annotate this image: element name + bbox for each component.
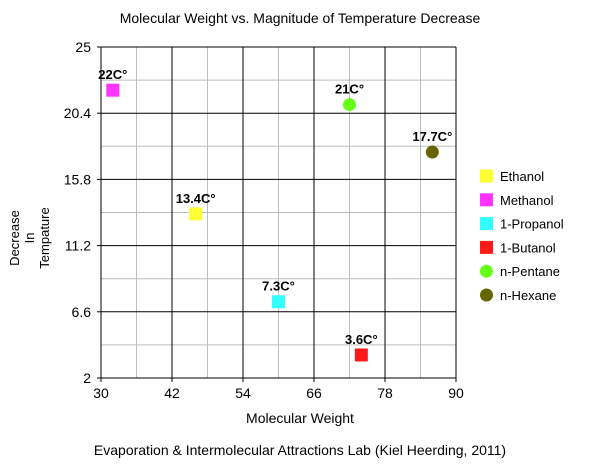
legend-label-1-butanol: 1-Butanol: [500, 240, 556, 255]
legend-swatch-ethanol: [480, 169, 493, 183]
x-tick-label: 30: [93, 385, 109, 401]
y-tick-label: 11.2: [65, 238, 91, 254]
legend-swatch-1-propanol: [480, 217, 493, 231]
grid: [100, 46, 457, 379]
x-tick-label: 78: [377, 385, 393, 401]
y-tick-label: 25: [75, 39, 91, 55]
data-label-n-pentane: 21C°: [335, 82, 364, 97]
legend-swatch-n-hexane: [480, 288, 493, 302]
chart-caption: Evaporation & Intermolecular Attractions…: [94, 442, 506, 458]
y-axis-label-line-2: In: [22, 233, 37, 244]
data-label-methanol: 22C°: [98, 67, 127, 82]
data-point-ethanol: [189, 207, 203, 221]
data-point-1-butanol: [354, 348, 368, 362]
legend-label-1-propanol: 1-Propanol: [500, 217, 564, 232]
legend-label-n-hexane: n-Hexane: [500, 288, 556, 303]
data-point-1-propanol: [272, 295, 285, 309]
data-label-ethanol: 13.4C°: [176, 191, 216, 206]
x-tick-label: 54: [235, 385, 251, 401]
legend-swatch-1-butanol: [480, 240, 493, 254]
y-tick-label: 6.6: [72, 304, 92, 320]
chart-title: Molecular Weight vs. Magnitude of Temper…: [120, 10, 481, 26]
data-point-n-hexane: [425, 145, 439, 159]
legend-label-ethanol: Ethanol: [500, 169, 544, 184]
legend-swatch-n-pentane: [480, 264, 493, 278]
x-tick-label: 42: [164, 385, 180, 401]
legend-label-n-pentane: n-Pentane: [500, 264, 560, 279]
axis-ticks: 30 42 54 66 78 90 2 6.6 11.2 15.8 20.4 25: [64, 39, 464, 401]
y-axis-label-line-1: Decrease: [7, 210, 22, 266]
y-tick-label: 20.4: [64, 105, 91, 121]
data-label-1-butanol: 3.6C°: [345, 332, 378, 347]
data-points: 13.4C° 22C° 7.3C° 3.6C° 21C° 17.7C°: [98, 67, 452, 362]
y-tick-label: 15.8: [64, 171, 91, 187]
y-axis-label-line-3: Tempature: [37, 207, 52, 268]
x-tick-label: 66: [306, 385, 322, 401]
legend-swatch-methanol: [480, 193, 493, 207]
data-point-n-pentane: [343, 98, 356, 112]
x-tick-label: 90: [448, 385, 464, 401]
legend: Ethanol Methanol 1-Propanol 1-Butanol n-Pent…: [480, 169, 564, 303]
legend-label-methanol: Methanol: [500, 193, 554, 208]
data-point-methanol: [106, 83, 120, 97]
y-tick-label: 2: [83, 370, 91, 386]
x-axis-label: Molecular Weight: [246, 410, 354, 426]
data-label-n-hexane: 17.7C°: [412, 129, 452, 144]
data-label-1-propanol: 7.3C°: [262, 279, 295, 294]
